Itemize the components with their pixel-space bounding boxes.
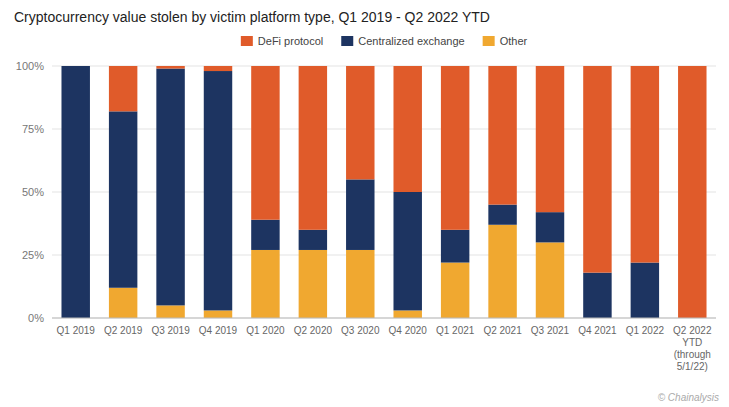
bar-segment (156, 305, 184, 318)
bar-segment (251, 250, 279, 318)
x-tick-label: Q2 2021 (483, 325, 522, 336)
bar-segment (299, 230, 327, 250)
bar-segment (441, 66, 469, 230)
bar-segment (61, 66, 89, 318)
bar-segment (631, 263, 659, 318)
y-tick-label: 0% (28, 312, 44, 324)
bar-segment (536, 242, 564, 318)
bar-segment (156, 69, 184, 306)
x-tick-label: Q2 2019 (104, 325, 143, 336)
grid (52, 66, 716, 318)
legend-label: Centralized exchange (358, 35, 464, 47)
legend: DeFi protocol Centralized exchange Other (241, 35, 528, 47)
bar-segment (299, 250, 327, 318)
source-note: © Chainalysis (658, 392, 719, 403)
bar-segment (488, 205, 516, 225)
bar-segment (583, 66, 611, 273)
x-tick-label: Q4 2021 (578, 325, 617, 336)
bar-segment (156, 66, 184, 69)
legend-label: DeFi protocol (258, 35, 323, 47)
bar-segment (109, 288, 137, 318)
x-axis-line (52, 318, 716, 319)
x-tick-label: Q2 2020 (294, 325, 333, 336)
bars (61, 66, 706, 318)
x-tick-label: Q1 2020 (246, 325, 285, 336)
legend-item: Centralized exchange (341, 35, 464, 47)
y-tick-label: 25% (22, 249, 44, 261)
legend-swatch (483, 36, 495, 46)
x-tick-label: Q4 2020 (389, 325, 428, 336)
bar-segment (204, 310, 232, 318)
series (109, 66, 707, 318)
bar-segment (346, 250, 374, 318)
bar-segment (393, 66, 421, 192)
bar-segment (488, 225, 516, 318)
bar-segment (204, 71, 232, 310)
x-tick-label: Q3 2020 (341, 325, 380, 336)
grid-line (52, 192, 716, 193)
x-tick-label: Q2 2022YTD(through5/1/22) (673, 325, 712, 372)
bar-segment (678, 66, 706, 318)
bar-segment (251, 66, 279, 220)
x-tick-label: Q1 2019 (57, 325, 96, 336)
bar-segment (61, 66, 89, 67)
y-tick-label: 50% (22, 186, 44, 198)
bar-segment (251, 220, 279, 250)
grid-line (52, 318, 716, 319)
bar-segment (441, 263, 469, 318)
bar-segment (536, 66, 564, 212)
bar-segment (393, 192, 421, 310)
grid-line (52, 129, 716, 130)
bar-segment (204, 66, 232, 71)
grid-line (52, 255, 716, 256)
chart: Cryptocurrency value stolen by victim pl… (0, 0, 729, 407)
x-tick-label: Q3 2021 (531, 325, 570, 336)
bar-segment (488, 66, 516, 205)
series (61, 66, 659, 318)
legend-item: Other (483, 35, 528, 47)
bar-segment (536, 212, 564, 242)
x-tick-label: Q4 2019 (199, 325, 238, 336)
bar-segment (346, 66, 374, 179)
x-tick-label: Q1 2022 (626, 325, 665, 336)
legend-swatch (341, 36, 353, 46)
y-tick-label: 75% (22, 123, 44, 135)
x-tick-label: Q3 2019 (151, 325, 190, 336)
grid-line (52, 66, 716, 67)
legend-label: Other (500, 35, 528, 47)
legend-item: DeFi protocol (241, 35, 323, 47)
bar-segment (346, 179, 374, 250)
x-tick-label: Q1 2021 (436, 325, 475, 336)
bar-segment (299, 66, 327, 230)
title: Cryptocurrency value stolen by victim pl… (14, 9, 490, 25)
bar-segment (441, 230, 469, 263)
bar-segment (631, 66, 659, 263)
bar-segment (109, 66, 137, 111)
bar-segment (583, 273, 611, 318)
bar-segment (393, 310, 421, 318)
legend-swatch (241, 36, 253, 46)
bar-segment (109, 111, 137, 287)
y-tick-label: 100% (16, 60, 44, 72)
